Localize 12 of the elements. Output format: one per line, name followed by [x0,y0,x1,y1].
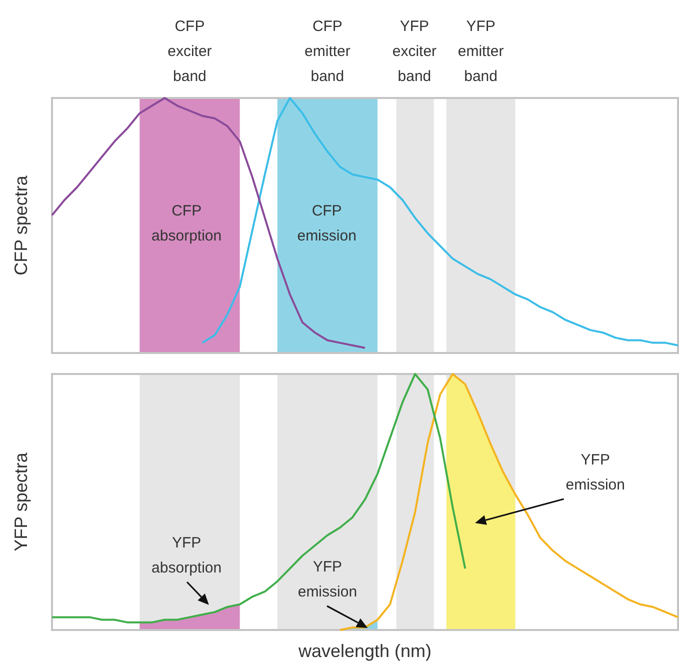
y-axis-title: YFP spectra [10,452,31,552]
annotation: CFP absorption [152,202,222,245]
text: YFP emitter band [458,18,504,86]
annotation: CFP emission [297,202,356,245]
annotation: YFP absorption [152,534,222,577]
y-axis-title: CFP spectra [10,174,31,276]
annotation: YFP emission [566,452,625,494]
x-axis-title: wavelength (nm) [297,640,432,661]
text: YFP exciter band [392,18,437,86]
text: CFP emitter band [304,18,350,86]
text: CFP exciter band [168,18,212,86]
annotation: YFP emission [298,558,358,601]
